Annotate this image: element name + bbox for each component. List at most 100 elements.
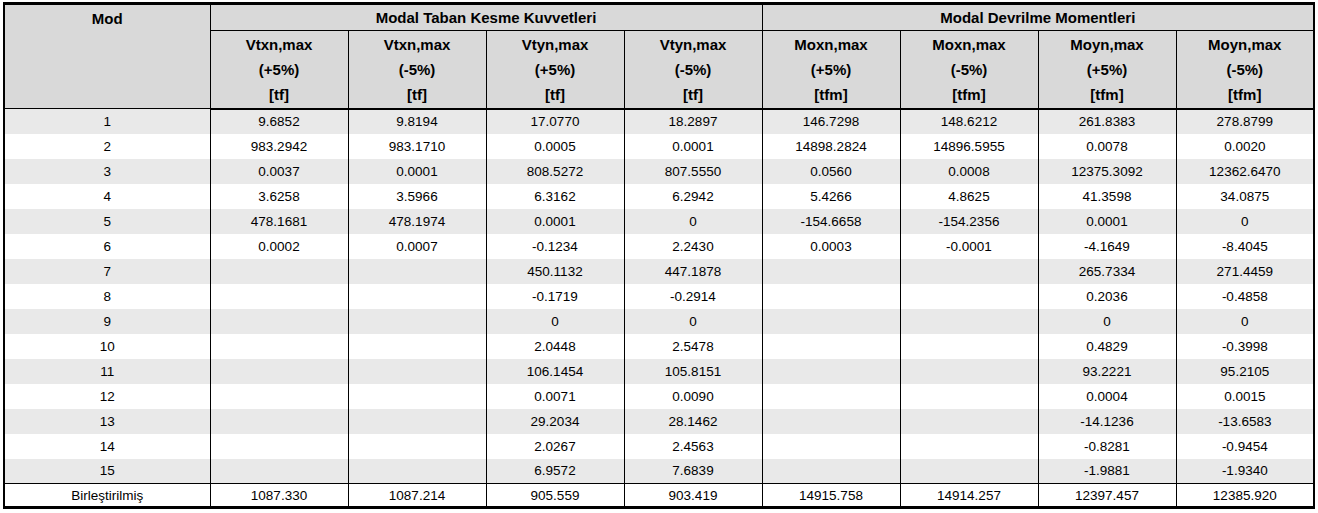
value-cell — [762, 434, 900, 459]
value-cell: 18.2897 — [624, 109, 762, 134]
mod-label-cell: 11 — [4, 359, 210, 384]
value-cell: 0 — [1176, 309, 1314, 334]
value-cell: 12362.6470 — [1176, 159, 1314, 184]
value-cell: 9.6852 — [210, 109, 348, 134]
value-cell: 0.0008 — [900, 159, 1038, 184]
group-header-base-shear: Modal Taban Kesme Kuvvetleri — [210, 4, 762, 31]
table-row: 102.04482.54780.4829-0.3998 — [4, 334, 1314, 359]
column-pct: (+5%) — [211, 57, 348, 82]
value-cell — [348, 409, 486, 434]
value-cell: 14914.257 — [900, 484, 1038, 508]
column-name: Moxn,max — [763, 32, 900, 57]
column-pct: (+5%) — [763, 57, 900, 82]
value-cell: -0.8281 — [1038, 434, 1176, 459]
column-pct: (+5%) — [1039, 57, 1176, 82]
value-cell: -13.6583 — [1176, 409, 1314, 434]
mod-label-cell: 13 — [4, 409, 210, 434]
value-cell: 6.3162 — [486, 184, 624, 209]
value-cell: 105.8151 — [624, 359, 762, 384]
column-header-moyn-p5: Moyn,max (+5%) [tfm] — [1038, 31, 1176, 109]
column-header-vtyn-m5: Vtyn,max (-5%) [tf] — [624, 31, 762, 109]
table-body: 19.68529.819417.077018.2897146.7298148.6… — [4, 109, 1314, 508]
value-cell: -0.9454 — [1176, 434, 1314, 459]
value-cell: 0.0003 — [762, 234, 900, 259]
value-cell: 17.0770 — [486, 109, 624, 134]
value-cell: 41.3598 — [1038, 184, 1176, 209]
column-name: Vtyn,max — [487, 32, 624, 57]
value-cell: 2.0267 — [486, 434, 624, 459]
value-cell: -14.1236 — [1038, 409, 1176, 434]
mod-label-cell: 14 — [4, 434, 210, 459]
value-cell: 0.4829 — [1038, 334, 1176, 359]
value-cell — [348, 309, 486, 334]
value-cell: 478.1974 — [348, 209, 486, 234]
column-header-moyn-m5: Moyn,max (-5%) [tfm] — [1176, 31, 1314, 109]
mod-label-cell: 4 — [4, 184, 210, 209]
value-cell: 95.2105 — [1176, 359, 1314, 384]
value-cell: -0.3998 — [1176, 334, 1314, 359]
table-header: Mod Modal Taban Kesme Kuvvetleri Modal D… — [4, 4, 1314, 109]
value-cell: -0.4858 — [1176, 284, 1314, 309]
value-cell — [900, 309, 1038, 334]
value-cell: 0.0020 — [1176, 134, 1314, 159]
value-cell: 146.7298 — [762, 109, 900, 134]
value-cell: 0 — [624, 309, 762, 334]
value-cell: 0.0001 — [624, 134, 762, 159]
value-cell: 14896.5955 — [900, 134, 1038, 159]
mod-label-cell: 7 — [4, 259, 210, 284]
value-cell: 261.8383 — [1038, 109, 1176, 134]
value-cell: -154.6658 — [762, 209, 900, 234]
combined-row: Birleştirilmiş1087.3301087.214905.559903… — [4, 484, 1314, 508]
value-cell: 0.0015 — [1176, 384, 1314, 409]
value-cell: 0.2036 — [1038, 284, 1176, 309]
value-cell: 0.0004 — [1038, 384, 1176, 409]
column-name: Vtxn,max — [349, 32, 486, 57]
value-cell — [900, 409, 1038, 434]
value-cell: 5.4266 — [762, 184, 900, 209]
value-cell — [210, 459, 348, 484]
value-cell: 106.1454 — [486, 359, 624, 384]
table-row: 8-0.1719-0.29140.2036-0.4858 — [4, 284, 1314, 309]
value-cell — [348, 459, 486, 484]
table-row: 142.02672.4563-0.8281-0.9454 — [4, 434, 1314, 459]
mod-label-cell: 10 — [4, 334, 210, 359]
table-row: 156.95727.6839-1.9881-1.9340 — [4, 459, 1314, 484]
value-cell: 7.6839 — [624, 459, 762, 484]
value-cell: 0.0037 — [210, 159, 348, 184]
group-header-overturning: Modal Devrilme Momentleri — [762, 4, 1314, 31]
value-cell: -0.2914 — [624, 284, 762, 309]
mod-label-cell: Birleştirilmiş — [4, 484, 210, 508]
column-unit: [tfm] — [901, 82, 1038, 107]
value-cell: 34.0875 — [1176, 184, 1314, 209]
value-cell — [900, 259, 1038, 284]
value-cell — [210, 384, 348, 409]
value-cell: 0.0001 — [486, 209, 624, 234]
value-cell — [900, 384, 1038, 409]
value-cell: 12385.920 — [1176, 484, 1314, 508]
table-row: 7450.1132447.1878265.7334271.4459 — [4, 259, 1314, 284]
column-name: Moyn,max — [1039, 32, 1176, 57]
value-cell: 0.0007 — [348, 234, 486, 259]
column-name: Vtyn,max — [625, 32, 762, 57]
value-cell: 0 — [1176, 209, 1314, 234]
column-header-vtxn-m5: Vtxn,max (-5%) [tf] — [348, 31, 486, 109]
table-row: 1329.203428.1462-14.1236-13.6583 — [4, 409, 1314, 434]
value-cell — [348, 359, 486, 384]
value-cell: -0.1719 — [486, 284, 624, 309]
value-cell: 2.5478 — [624, 334, 762, 359]
column-unit: [tf] — [625, 82, 762, 107]
column-header-vtxn-p5: Vtxn,max (+5%) [tf] — [210, 31, 348, 109]
value-cell: 14915.758 — [762, 484, 900, 508]
table-row: 2983.2942983.17100.00050.000114898.28241… — [4, 134, 1314, 159]
value-cell — [900, 359, 1038, 384]
table-row: 30.00370.0001808.5272807.55500.05600.000… — [4, 159, 1314, 184]
value-cell: 0.0001 — [1038, 209, 1176, 234]
mod-label-cell: 1 — [4, 109, 210, 134]
value-cell: 807.5550 — [624, 159, 762, 184]
value-cell: 278.8799 — [1176, 109, 1314, 134]
value-cell: 29.2034 — [486, 409, 624, 434]
value-cell — [210, 409, 348, 434]
mod-label-cell: 9 — [4, 309, 210, 334]
mod-label-cell: 12 — [4, 384, 210, 409]
value-cell: 148.6212 — [900, 109, 1038, 134]
